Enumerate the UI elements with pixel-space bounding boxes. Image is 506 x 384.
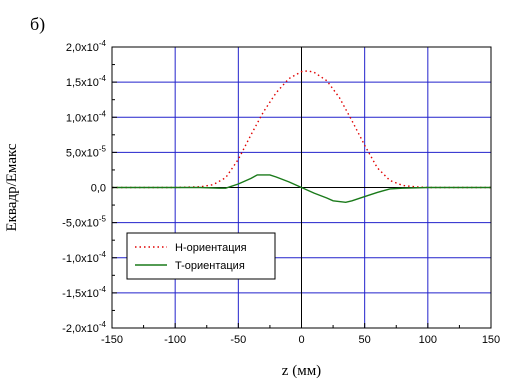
legend-box bbox=[126, 232, 276, 280]
y-tick-label: 5,0x10-5 bbox=[66, 144, 107, 159]
series-layer bbox=[112, 70, 491, 204]
x-tick-label: 50 bbox=[359, 334, 371, 346]
x-axis-label: z (мм) bbox=[282, 363, 321, 379]
x-tick-label: 0 bbox=[298, 334, 304, 346]
ticks bbox=[111, 46, 492, 329]
y-tick-label: 1,5x10-4 bbox=[66, 74, 107, 89]
y-tick-label: 0,0 bbox=[91, 183, 106, 195]
x-tick-labels: -150 -100 -50 0 50 100 150 bbox=[101, 334, 500, 346]
y-tick-label: -1,5x10-4 bbox=[62, 285, 106, 300]
legend-label-t: T-ориентация bbox=[175, 260, 245, 272]
y-tick-label: 2,0x10-4 bbox=[66, 39, 107, 54]
x-tick-label: -100 bbox=[164, 334, 186, 346]
legend: H-ориентация T-ориентация bbox=[126, 232, 276, 280]
legend-label-h: H-ориентация bbox=[175, 242, 247, 254]
x-tick-label: -150 bbox=[101, 334, 123, 346]
panel-label: б) bbox=[30, 14, 45, 35]
y-tick-label: 1,0x10-4 bbox=[66, 109, 107, 124]
y-tick-labels: 2,0x10-4 1,5x10-4 1,0x10-4 5,0x10-5 0,0 -5,0x… bbox=[62, 39, 106, 335]
x-tick-label: 150 bbox=[482, 334, 500, 346]
y-tick-label: -5,0x10-5 bbox=[62, 215, 106, 230]
y-axis-label: Еквадр/Емакс bbox=[4, 143, 20, 231]
x-tick-label: -50 bbox=[230, 334, 246, 346]
series-line-1 bbox=[112, 174, 491, 204]
x-tick-label: 100 bbox=[419, 334, 437, 346]
y-tick-label: -2,0x10-4 bbox=[62, 320, 106, 335]
y-tick-label: -1,0x10-4 bbox=[62, 250, 106, 265]
